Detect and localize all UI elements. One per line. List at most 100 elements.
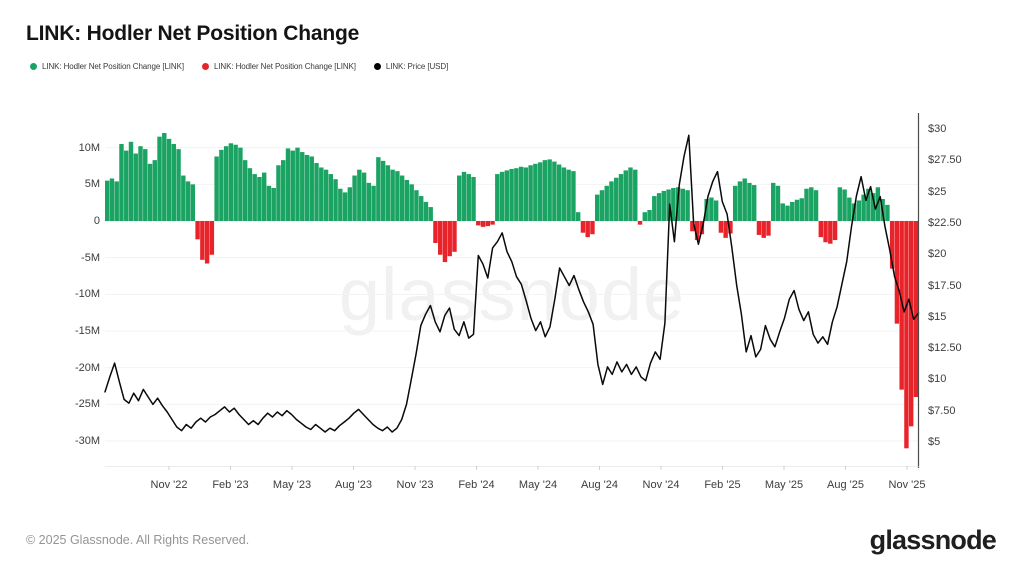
- net-position-bar: [747, 182, 752, 221]
- net-position-bar: [176, 149, 181, 221]
- net-position-bar: [119, 144, 124, 221]
- net-position-bar: [457, 175, 462, 221]
- net-position-bar: [771, 182, 776, 221]
- net-position-bar: [661, 190, 667, 221]
- left-axis-tick-label: -30M: [74, 434, 100, 447]
- net-position-bar: [556, 164, 562, 221]
- net-position-bar: [200, 221, 205, 260]
- net-position-bar: [889, 221, 895, 269]
- right-axis-tick-label: $15: [928, 310, 947, 323]
- net-position-bar: [671, 188, 676, 221]
- net-position-bar: [190, 184, 196, 221]
- net-position-bar: [637, 221, 643, 225]
- left-axis-tick-label: -10M: [74, 288, 100, 301]
- net-position-bar: [442, 221, 448, 263]
- net-position-bar: [514, 168, 519, 221]
- net-position-bar: [361, 172, 367, 221]
- net-position-bar: [780, 203, 785, 221]
- net-position-bar: [233, 144, 238, 221]
- net-position-bar: [870, 193, 876, 221]
- right-axis-tick-label: $10: [928, 373, 947, 386]
- net-position-bar: [737, 181, 743, 221]
- net-position-bar: [171, 144, 177, 221]
- net-position-bar: [604, 185, 609, 221]
- net-position-bar: [580, 221, 586, 233]
- net-position-bar: [352, 175, 357, 221]
- net-position-bar: [575, 212, 581, 221]
- x-axis-tick-label: Aug '25: [827, 479, 864, 491]
- net-position-bar: [371, 185, 376, 221]
- net-position-bar: [499, 171, 505, 221]
- net-position-bar: [904, 221, 909, 449]
- legend-item-2[interactable]: LINK: Price [USD]: [373, 62, 448, 71]
- net-position-bar: [399, 175, 405, 221]
- net-position-bar: [647, 210, 652, 221]
- net-position-bar: [328, 174, 333, 221]
- net-position-bar: [718, 221, 724, 233]
- net-position-bar: [599, 190, 605, 221]
- net-position-bar: [109, 178, 115, 221]
- price-line: [104, 134, 920, 433]
- net-position-bar: [319, 167, 324, 221]
- legend-dot-icon: [30, 63, 37, 70]
- net-position-bar: [247, 168, 253, 221]
- net-position-bar: [342, 192, 348, 221]
- net-position-bar: [133, 153, 138, 221]
- net-position-bar: [380, 160, 386, 221]
- net-position-bar: [528, 165, 533, 221]
- net-position-bar: [828, 221, 833, 244]
- net-position-bar: [756, 221, 762, 235]
- net-position-bar: [209, 221, 215, 255]
- net-position-bar: [242, 160, 248, 221]
- right-axis-tick-label: $7.50: [928, 404, 956, 417]
- net-position-bar: [414, 190, 419, 221]
- net-position-bar: [809, 187, 814, 221]
- net-position-bar: [433, 221, 438, 243]
- net-position-bar: [390, 169, 395, 221]
- left-axis-tick-label: -25M: [74, 398, 100, 411]
- net-position-bar: [447, 221, 452, 257]
- net-position-bar: [766, 221, 771, 236]
- net-position-bar: [628, 167, 633, 221]
- net-position-bar: [261, 172, 267, 221]
- net-position-bar: [742, 178, 747, 221]
- net-position-bar: [509, 168, 514, 221]
- x-axis-tick-label: Aug '24: [581, 479, 618, 491]
- x-axis-tick-label: Nov '22: [150, 479, 188, 491]
- net-position-bar: [794, 199, 800, 221]
- net-position-bar: [642, 212, 647, 221]
- legend-label: LINK: Hodler Net Position Change [LINK]: [42, 62, 184, 71]
- net-position-bar: [542, 160, 548, 221]
- net-position-bar: [276, 165, 281, 221]
- net-position-bar: [347, 187, 353, 221]
- legend-item-1[interactable]: LINK: Hodler Net Position Change [LINK]: [201, 62, 356, 71]
- net-position-bar: [913, 221, 919, 397]
- net-position-bar: [223, 146, 229, 221]
- net-position-bar: [471, 177, 476, 221]
- net-position-bar: [590, 221, 595, 235]
- net-position-bar: [138, 146, 143, 221]
- net-position-bar: [842, 189, 847, 221]
- net-position-bar: [195, 221, 200, 240]
- net-position-bar: [861, 194, 866, 221]
- net-position-bar: [204, 221, 210, 264]
- net-position-bar: [395, 171, 400, 221]
- net-position-bar: [285, 148, 291, 221]
- net-position-bar: [105, 180, 110, 221]
- legend-dot-icon: [201, 63, 209, 70]
- right-axis-tick-label: $20: [928, 248, 947, 261]
- legend-item-0[interactable]: LINK: Hodler Net Position Change [LINK]: [30, 62, 184, 71]
- net-position-bar: [790, 201, 795, 221]
- net-position-bar: [552, 161, 557, 221]
- net-position-bar: [314, 163, 319, 221]
- left-axis-tick-label: -5M: [81, 251, 100, 264]
- net-position-bar: [162, 133, 167, 221]
- left-axis-tick-label: 10M: [78, 141, 100, 154]
- net-position-bar: [804, 188, 809, 221]
- left-axis-tick-label: -15M: [74, 324, 100, 337]
- net-position-bar: [856, 200, 862, 221]
- x-axis-tick-label: Nov '25: [888, 479, 926, 491]
- net-position-bar: [181, 175, 186, 221]
- right-axis-tick-label: $5: [928, 436, 941, 448]
